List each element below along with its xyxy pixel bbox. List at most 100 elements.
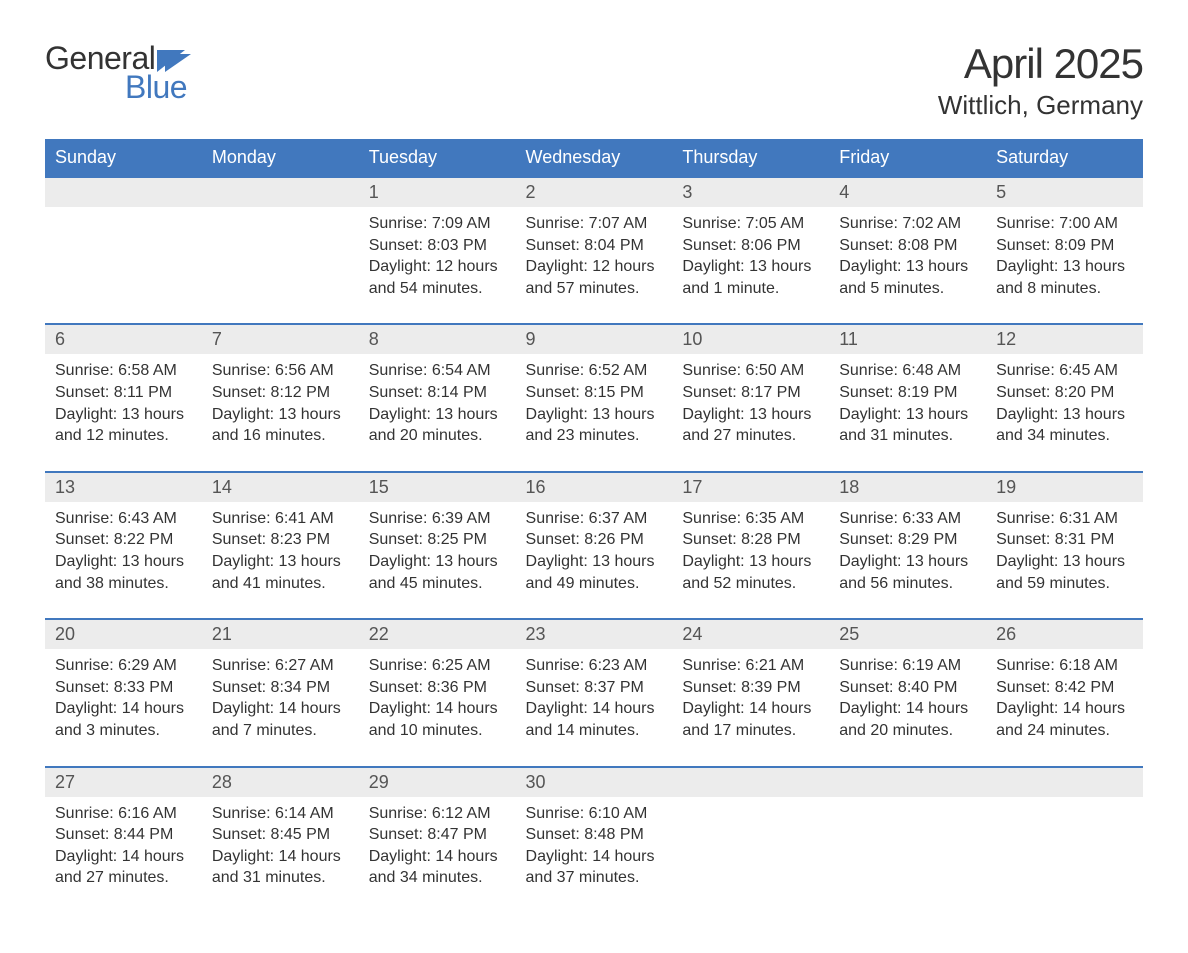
daylight-text: Daylight: 14 hours and 24 minutes. [996, 698, 1133, 741]
daylight-text: Daylight: 14 hours and 10 minutes. [369, 698, 506, 741]
sunset-text: Sunset: 8:28 PM [682, 529, 819, 551]
daylight-text: Daylight: 12 hours and 54 minutes. [369, 256, 506, 299]
day-number-cell: 29 [359, 767, 516, 797]
daylight-text: Daylight: 13 hours and 49 minutes. [526, 551, 663, 594]
sunrise-text: Sunrise: 6:39 AM [369, 508, 506, 530]
sunrise-text: Sunrise: 7:00 AM [996, 213, 1133, 235]
daylight-text: Daylight: 13 hours and 41 minutes. [212, 551, 349, 594]
sunrise-text: Sunrise: 6:27 AM [212, 655, 349, 677]
sunset-text: Sunset: 8:17 PM [682, 382, 819, 404]
sunrise-text: Sunrise: 6:45 AM [996, 360, 1133, 382]
day-number-cell: 19 [986, 472, 1143, 502]
sunset-text: Sunset: 8:25 PM [369, 529, 506, 551]
sunrise-text: Sunrise: 6:37 AM [526, 508, 663, 530]
sunrise-text: Sunrise: 7:07 AM [526, 213, 663, 235]
sunset-text: Sunset: 8:33 PM [55, 677, 192, 699]
sunset-text: Sunset: 8:19 PM [839, 382, 976, 404]
day-content-cell: Sunrise: 7:09 AMSunset: 8:03 PMDaylight:… [359, 207, 516, 324]
column-header: Thursday [672, 139, 829, 177]
day-number-cell: 6 [45, 324, 202, 354]
day-content-row: Sunrise: 6:29 AMSunset: 8:33 PMDaylight:… [45, 649, 1143, 766]
day-content-cell: Sunrise: 6:43 AMSunset: 8:22 PMDaylight:… [45, 502, 202, 619]
sunrise-text: Sunrise: 6:18 AM [996, 655, 1133, 677]
day-number-cell: 14 [202, 472, 359, 502]
day-number-cell: 8 [359, 324, 516, 354]
daylight-text: Daylight: 14 hours and 14 minutes. [526, 698, 663, 741]
day-content-row: Sunrise: 6:58 AMSunset: 8:11 PMDaylight:… [45, 354, 1143, 471]
daylight-text: Daylight: 14 hours and 34 minutes. [369, 846, 506, 889]
daylight-text: Daylight: 13 hours and 59 minutes. [996, 551, 1133, 594]
location: Wittlich, Germany [938, 90, 1143, 121]
day-number-cell [829, 767, 986, 797]
day-number-cell: 25 [829, 619, 986, 649]
sunrise-text: Sunrise: 6:43 AM [55, 508, 192, 530]
day-number-cell: 1 [359, 177, 516, 207]
daylight-text: Daylight: 12 hours and 57 minutes. [526, 256, 663, 299]
day-number-cell [672, 767, 829, 797]
daylight-text: Daylight: 14 hours and 7 minutes. [212, 698, 349, 741]
day-content-cell: Sunrise: 6:37 AMSunset: 8:26 PMDaylight:… [516, 502, 673, 619]
page-title: April 2025 [938, 40, 1143, 88]
day-number-row: 13141516171819 [45, 472, 1143, 502]
sunrise-text: Sunrise: 7:05 AM [682, 213, 819, 235]
day-number-cell: 9 [516, 324, 673, 354]
daylight-text: Daylight: 13 hours and 23 minutes. [526, 404, 663, 447]
day-content-cell: Sunrise: 6:27 AMSunset: 8:34 PMDaylight:… [202, 649, 359, 766]
sunset-text: Sunset: 8:45 PM [212, 824, 349, 846]
daylight-text: Daylight: 13 hours and 8 minutes. [996, 256, 1133, 299]
sunset-text: Sunset: 8:04 PM [526, 235, 663, 257]
day-content-cell [672, 797, 829, 913]
sunrise-text: Sunrise: 7:09 AM [369, 213, 506, 235]
daylight-text: Daylight: 13 hours and 12 minutes. [55, 404, 192, 447]
day-content-cell: Sunrise: 6:10 AMSunset: 8:48 PMDaylight:… [516, 797, 673, 913]
day-content-cell: Sunrise: 6:33 AMSunset: 8:29 PMDaylight:… [829, 502, 986, 619]
column-header: Tuesday [359, 139, 516, 177]
day-content-cell: Sunrise: 6:54 AMSunset: 8:14 PMDaylight:… [359, 354, 516, 471]
day-content-cell: Sunrise: 6:41 AMSunset: 8:23 PMDaylight:… [202, 502, 359, 619]
sunrise-text: Sunrise: 6:25 AM [369, 655, 506, 677]
sunset-text: Sunset: 8:48 PM [526, 824, 663, 846]
daylight-text: Daylight: 14 hours and 20 minutes. [839, 698, 976, 741]
sunrise-text: Sunrise: 7:02 AM [839, 213, 976, 235]
day-content-cell: Sunrise: 6:29 AMSunset: 8:33 PMDaylight:… [45, 649, 202, 766]
day-number-cell: 27 [45, 767, 202, 797]
day-content-cell: Sunrise: 7:00 AMSunset: 8:09 PMDaylight:… [986, 207, 1143, 324]
sunset-text: Sunset: 8:11 PM [55, 382, 192, 404]
column-header: Saturday [986, 139, 1143, 177]
calendar-header-row: SundayMondayTuesdayWednesdayThursdayFrid… [45, 139, 1143, 177]
day-content-row: Sunrise: 6:43 AMSunset: 8:22 PMDaylight:… [45, 502, 1143, 619]
day-number-row: 20212223242526 [45, 619, 1143, 649]
daylight-text: Daylight: 13 hours and 31 minutes. [839, 404, 976, 447]
sunrise-text: Sunrise: 6:48 AM [839, 360, 976, 382]
day-content-cell: Sunrise: 6:16 AMSunset: 8:44 PMDaylight:… [45, 797, 202, 913]
daylight-text: Daylight: 13 hours and 52 minutes. [682, 551, 819, 594]
day-number-cell [202, 177, 359, 207]
daylight-text: Daylight: 13 hours and 38 minutes. [55, 551, 192, 594]
day-number-cell: 20 [45, 619, 202, 649]
sunrise-text: Sunrise: 6:33 AM [839, 508, 976, 530]
sunset-text: Sunset: 8:20 PM [996, 382, 1133, 404]
column-header: Sunday [45, 139, 202, 177]
daylight-text: Daylight: 13 hours and 34 minutes. [996, 404, 1133, 447]
sunrise-text: Sunrise: 6:52 AM [526, 360, 663, 382]
sunset-text: Sunset: 8:26 PM [526, 529, 663, 551]
sunrise-text: Sunrise: 6:31 AM [996, 508, 1133, 530]
sunrise-text: Sunrise: 6:16 AM [55, 803, 192, 825]
sunset-text: Sunset: 8:12 PM [212, 382, 349, 404]
day-number-cell: 30 [516, 767, 673, 797]
sunset-text: Sunset: 8:47 PM [369, 824, 506, 846]
daylight-text: Daylight: 13 hours and 27 minutes. [682, 404, 819, 447]
daylight-text: Daylight: 14 hours and 3 minutes. [55, 698, 192, 741]
day-content-cell: Sunrise: 6:50 AMSunset: 8:17 PMDaylight:… [672, 354, 829, 471]
day-number-cell: 26 [986, 619, 1143, 649]
day-number-cell [986, 767, 1143, 797]
sunrise-text: Sunrise: 6:14 AM [212, 803, 349, 825]
sunset-text: Sunset: 8:39 PM [682, 677, 819, 699]
column-header: Monday [202, 139, 359, 177]
day-number-cell: 3 [672, 177, 829, 207]
day-content-cell: Sunrise: 6:19 AMSunset: 8:40 PMDaylight:… [829, 649, 986, 766]
day-content-cell: Sunrise: 7:02 AMSunset: 8:08 PMDaylight:… [829, 207, 986, 324]
sunset-text: Sunset: 8:22 PM [55, 529, 192, 551]
day-number-cell [45, 177, 202, 207]
daylight-text: Daylight: 14 hours and 37 minutes. [526, 846, 663, 889]
